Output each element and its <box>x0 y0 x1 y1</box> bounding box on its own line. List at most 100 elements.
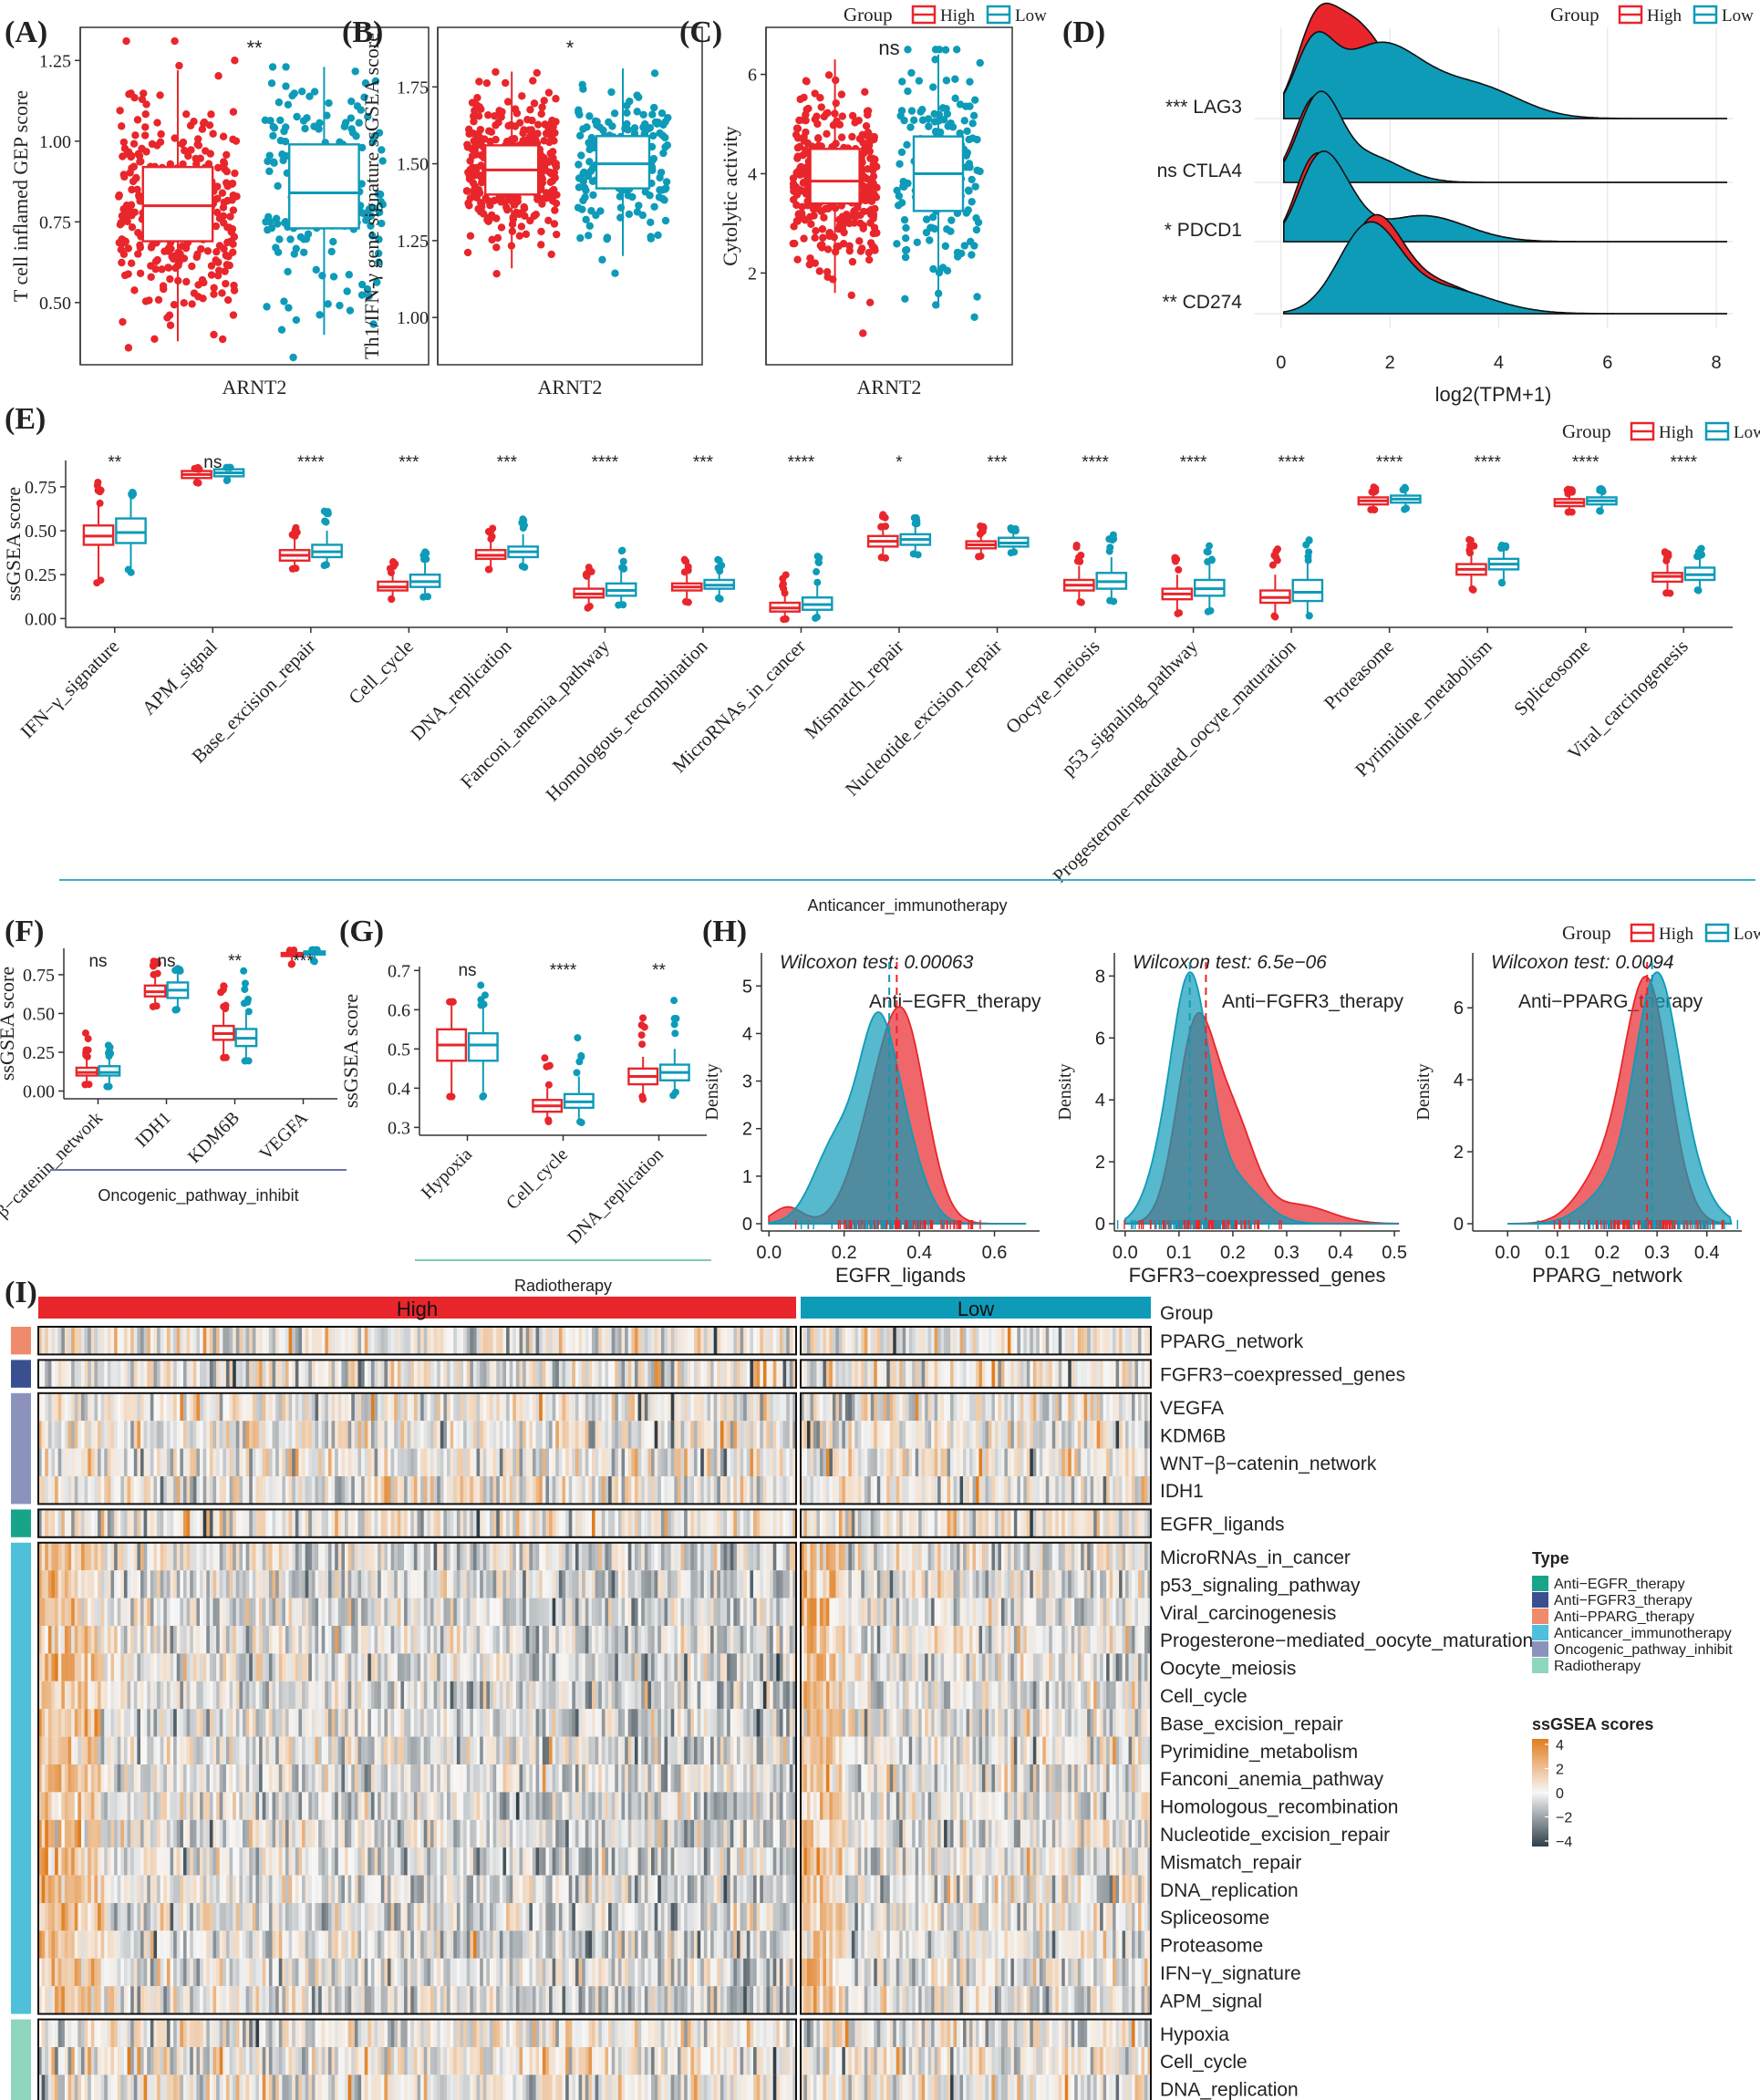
heatmap-cell <box>100 1448 105 1476</box>
box-iqr <box>467 1031 499 1062</box>
data-point <box>466 165 474 174</box>
heatmap-cell <box>153 1327 158 1355</box>
heatmap-cell <box>766 1327 771 1355</box>
data-point <box>134 250 142 258</box>
heatmap-cell <box>545 1360 550 1388</box>
data-point <box>835 221 844 230</box>
heatmap-cell <box>1087 1360 1092 1388</box>
data-point <box>188 300 196 308</box>
heatmap-cell <box>1032 1392 1037 1422</box>
outlier-point <box>573 1069 581 1077</box>
heatmap-cell <box>347 1360 352 1388</box>
heatmap-cell <box>816 1327 821 1355</box>
heatmap-cell <box>456 1392 461 1422</box>
heatmap-cell <box>1100 1448 1103 1476</box>
therapy-annotation: Anti−FGFR3_therapy <box>1222 991 1404 1012</box>
data-point <box>797 162 805 171</box>
heatmap-cell <box>1090 1360 1094 1388</box>
heatmap-cell <box>420 1327 425 1355</box>
data-point <box>493 233 502 243</box>
heatmap-cell <box>100 1360 105 1388</box>
box-low <box>1487 548 1520 582</box>
heatmap-cell <box>1113 1421 1116 1449</box>
heatmap-cell <box>206 1360 211 1388</box>
data-point <box>182 277 191 286</box>
heatmap-cell <box>509 1392 513 1422</box>
significance-mark: **** <box>1670 453 1697 472</box>
heatmap-cell <box>525 1392 530 1422</box>
heatmap-cell <box>770 1421 774 1449</box>
heatmap-cell <box>440 1360 444 1388</box>
heatmap-cell <box>605 1327 609 1355</box>
heatmap-cell <box>374 1392 378 1422</box>
heatmap-cell <box>720 1448 724 1476</box>
heatmap-cell <box>832 1360 836 1388</box>
heatmap-cell <box>160 1476 164 1505</box>
box-high <box>1259 574 1291 616</box>
heatmap-cell <box>308 1327 313 1355</box>
data-point <box>544 216 553 225</box>
legend-label-high: High <box>1659 423 1694 442</box>
data-point <box>343 287 351 295</box>
heatmap-row-label: WNT−β−catenin_network <box>1160 1453 1377 1474</box>
data-point <box>538 103 546 111</box>
heatmap-cell <box>1074 1327 1079 1355</box>
heatmap-cell <box>200 1360 203 1388</box>
heatmap-cell <box>71 1360 76 1388</box>
heatmap-cell <box>219 1360 223 1388</box>
heatmap-cell <box>120 1476 125 1505</box>
data-point <box>466 232 475 240</box>
data-point <box>926 236 934 244</box>
heatmap-cell <box>239 1327 243 1355</box>
heatmap-cell <box>143 1360 148 1388</box>
heatmap-cell <box>394 1448 399 1476</box>
heatmap-cell <box>625 1421 629 1449</box>
heatmap-cell <box>180 1392 184 1422</box>
heatmap-cell <box>472 1392 477 1422</box>
heatmap-cell <box>756 1421 761 1449</box>
heatmap-cell <box>601 1448 606 1476</box>
legend-title: Group <box>1562 922 1611 944</box>
heatmap-cell <box>292 1476 296 1505</box>
data-point <box>897 107 906 115</box>
heatmap-cell <box>558 1360 563 1388</box>
heatmap-cell <box>456 1448 461 1476</box>
heatmap-cell <box>529 1360 533 1388</box>
data-point <box>148 140 157 149</box>
data-point <box>503 98 512 106</box>
data-point <box>204 160 213 168</box>
heatmap-cell <box>166 1421 171 1449</box>
outlier-point <box>1401 505 1409 513</box>
heatmap-cell <box>84 1421 88 1449</box>
outlier-point <box>1666 589 1674 597</box>
heatmap-cell <box>249 1476 254 1505</box>
heatmap-cell <box>902 1392 906 1422</box>
heatmap-cell <box>249 1421 254 1449</box>
heatmap-cell <box>864 1421 868 1449</box>
heatmap-cell <box>489 1327 493 1355</box>
outlier-point <box>521 564 529 572</box>
heatmap-cell <box>404 1476 409 1505</box>
group-legend: Group High Low <box>1562 420 1760 442</box>
data-point <box>214 258 223 266</box>
heatmap-cell <box>397 1421 401 1449</box>
outlier-point <box>222 1005 230 1013</box>
heatmap-cell <box>437 1392 441 1422</box>
data-point <box>864 248 874 257</box>
heatmap-cell <box>249 1360 254 1388</box>
data-point <box>904 46 912 54</box>
significance-mark: ** <box>246 36 263 59</box>
heatmap-cell <box>233 1392 237 1422</box>
heatmap-cell <box>1032 1360 1037 1388</box>
heatmap-cell <box>235 1476 240 1505</box>
outlier-point <box>176 966 184 974</box>
data-point <box>873 162 881 171</box>
data-point <box>579 85 587 93</box>
heatmap-cell <box>772 1421 777 1449</box>
heatmap-cell <box>789 1421 793 1449</box>
heatmap-cell <box>848 1421 853 1449</box>
heatmap-cell <box>598 1448 603 1476</box>
data-point <box>147 262 155 270</box>
data-point <box>818 241 826 249</box>
heatmap-cell <box>915 1360 919 1388</box>
